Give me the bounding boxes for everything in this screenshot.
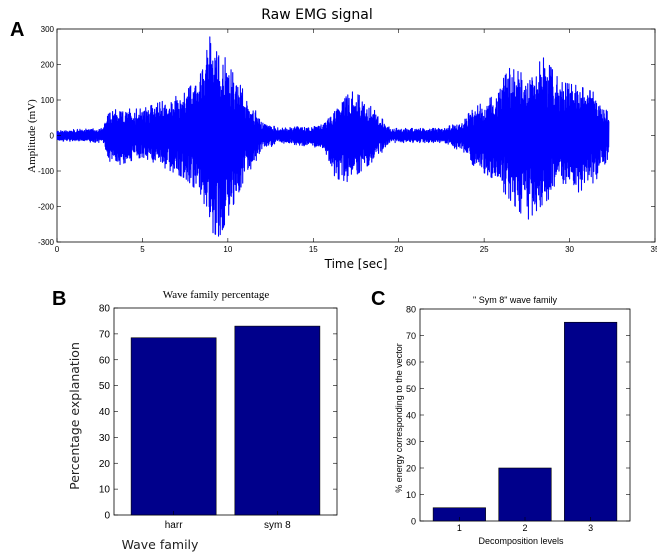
- panel-a-xlabel: Time [sec]: [324, 257, 388, 271]
- panel-c-letter: C: [371, 288, 385, 310]
- panel-c-ytick-label: 30: [406, 437, 416, 447]
- panel-b-letter: B: [52, 288, 66, 310]
- panel-c-ytick-label: 80: [406, 305, 416, 315]
- panel-a-title: Raw EMG signal: [261, 7, 373, 23]
- panel-c-category-label: 1: [457, 523, 462, 533]
- panel-b-ytick-label: 0: [104, 511, 110, 522]
- panel-c-ylabel: % energy corresponding to the vector: [394, 343, 404, 493]
- panel-a-emg-line: [56, 36, 610, 237]
- panel-a-ylabel: Amplitude (mV): [26, 99, 38, 173]
- panel-b-ticks: harr sym 8 0 10 20 30 40 50 60 70 80: [99, 304, 337, 531]
- panel-c-ytick-label: 60: [406, 358, 416, 368]
- panel-a-ytick-label: 0: [50, 132, 55, 141]
- panel-c-bars: [432, 321, 618, 522]
- panel-b-bar-harr: [130, 337, 217, 516]
- panel-b-ylabel: Percentage explanation: [67, 342, 82, 490]
- panel-a-ytick-label: -200: [38, 203, 55, 212]
- panel-b-ytick-label: 30: [99, 433, 111, 444]
- panel-a-xtick-label: 25: [480, 245, 489, 254]
- panel-c-category-label: 2: [522, 523, 527, 533]
- panel-a-ticks: 0 5 10 15 20 25 30 35 -300 -200 -100 0 100 200 300: [38, 25, 657, 254]
- panel-c-ytick-label: 50: [406, 384, 416, 394]
- panel-b-title: Wave family percentage: [163, 289, 270, 301]
- panel-a-xtick-label: 30: [565, 245, 574, 254]
- panel-a-ytick-label: 300: [41, 25, 55, 34]
- panel-a-xtick-label: 15: [309, 245, 318, 254]
- panel-a-letter: A: [10, 19, 24, 41]
- panel-c-xlabel: Decomposition levels: [478, 536, 564, 546]
- panel-a: A Raw EMG signal 0 5 10 15 20 25 30 35 -300 -200 -…: [10, 7, 657, 271]
- panel-b-xlabel: Wave family: [122, 537, 199, 552]
- panel-a-ytick-label: -300: [38, 238, 55, 247]
- panel-b-category-label: sym 8: [264, 520, 291, 531]
- panel-c-bar-2: [498, 467, 552, 522]
- panel-b-ytick-label: 40: [99, 407, 111, 418]
- panel-c-ytick-label: 40: [406, 411, 416, 421]
- panel-b-ytick-label: 10: [99, 485, 111, 496]
- panel-b-ytick-label: 70: [99, 329, 111, 340]
- panel-c-title: " Sym 8" wave family: [473, 295, 557, 305]
- panel-a-signal: [56, 36, 610, 237]
- panel-c-ytick-label: 0: [411, 517, 416, 527]
- panel-c-category-label: 3: [588, 523, 593, 533]
- panel-b-category-label: harr: [165, 520, 183, 531]
- panel-c-ytick-label: 20: [406, 464, 416, 474]
- panel-c-ytick-label: 10: [406, 490, 416, 500]
- panel-a-xtick-label: 20: [394, 245, 403, 254]
- panel-c: C " Sym 8" wave family 1 2 301020304050607…: [371, 288, 631, 546]
- panel-b-ytick-label: 50: [99, 381, 111, 392]
- panel-a-xtick-label: 35: [651, 245, 657, 254]
- panel-a-ytick-label: 200: [41, 61, 55, 70]
- panel-b-bars: [130, 325, 321, 516]
- panel-a-xtick-label: 0: [55, 245, 60, 254]
- panel-a-xtick-label: 5: [140, 245, 145, 254]
- panel-a-ytick-label: 100: [41, 96, 55, 105]
- panel-b-ytick-label: 20: [99, 459, 111, 470]
- panel-a-xtick-label: 10: [223, 245, 232, 254]
- panel-b-bar-sym8: [234, 325, 321, 516]
- panel-a-ytick-label: -100: [38, 167, 55, 176]
- panel-b-ytick-label: 60: [99, 355, 111, 366]
- panel-b: B Wave family percentage harr sym 8 0 10 20 3…: [52, 288, 338, 552]
- panel-b-ytick-label: 80: [99, 304, 111, 315]
- panel-c-ytick-label: 70: [406, 331, 416, 341]
- panel-c-bar-3: [564, 321, 618, 522]
